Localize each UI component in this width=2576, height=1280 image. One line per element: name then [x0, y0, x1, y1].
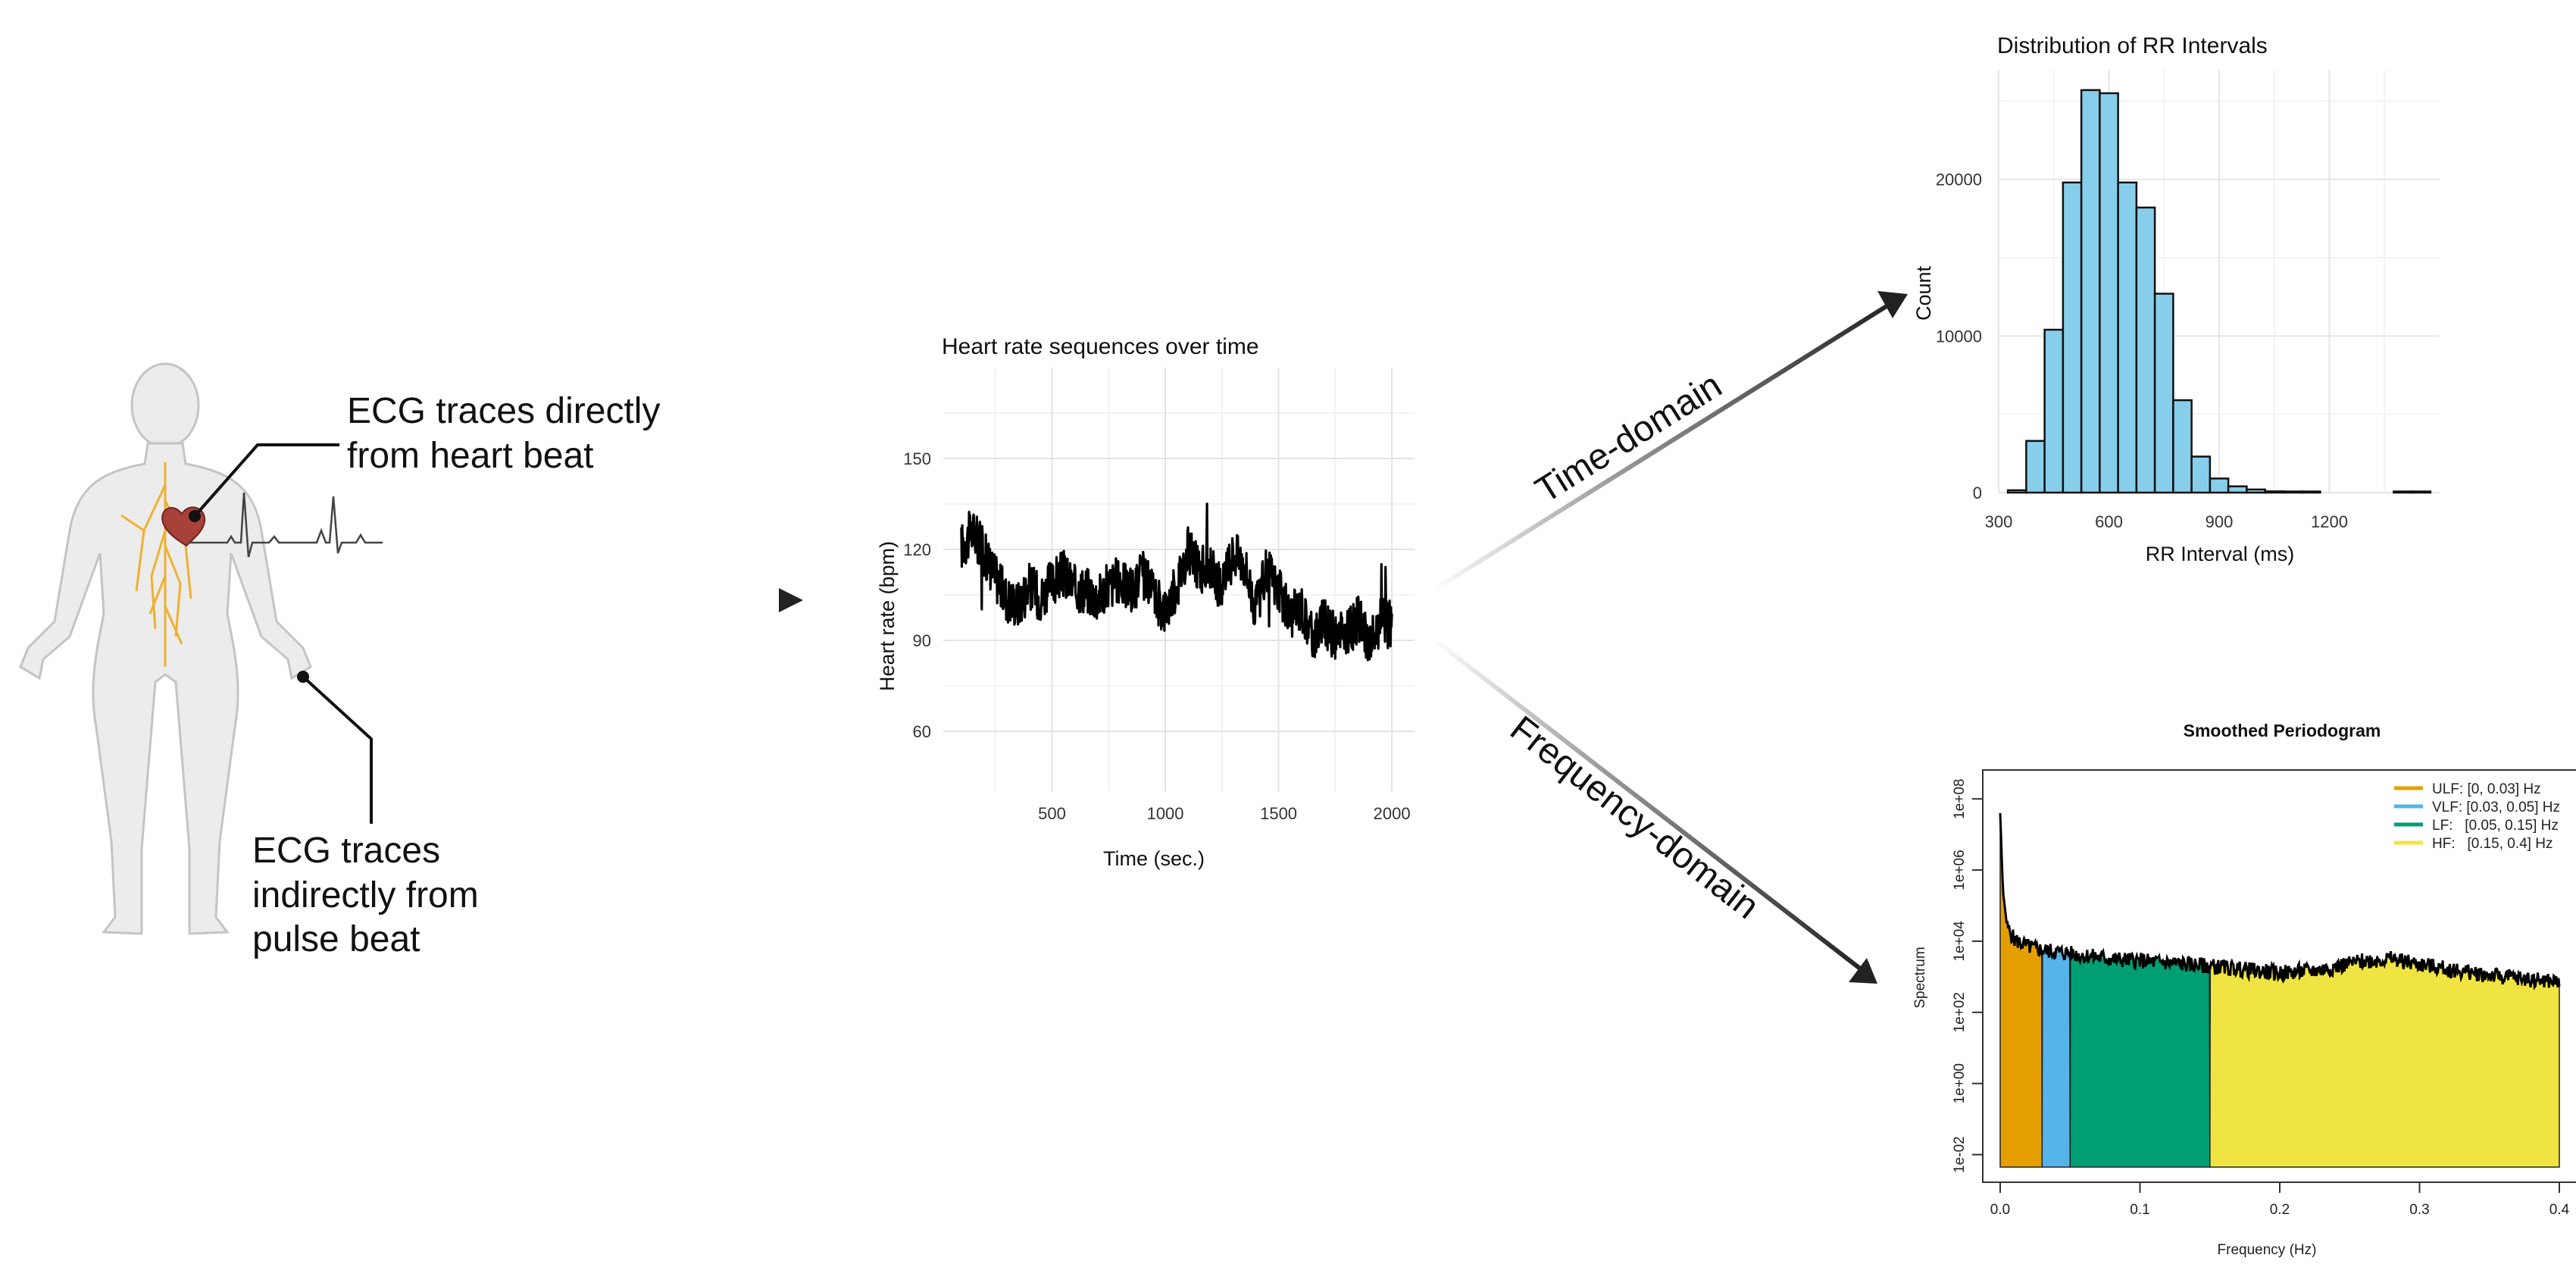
rr-histogram-bar — [2209, 477, 2230, 494]
rr-histogram-bar — [2190, 455, 2212, 494]
rr-x-tick-label: 300 — [1985, 512, 2013, 531]
periodogram-x-tick-label: 0.4 — [2549, 1202, 2570, 1218]
rr-histogram-ticks: 300 600 900 1200 0 10000 20000 — [1936, 171, 2348, 531]
rr-x-tick-label: 900 — [2206, 512, 2234, 531]
heart-rate-x-tick-label: 1000 — [1147, 804, 1184, 823]
heart-rate-chart: 500 1000 1500 2000 60 90 120 150 Heart rate seq… — [876, 334, 1415, 870]
rr-histogram-chart: 300 600 900 1200 0 10000 20000 Distribution of… — [1912, 33, 2440, 565]
rr-y-tick-label: 20000 — [1936, 171, 1982, 189]
rr-histogram-bar — [2393, 490, 2413, 494]
rr-x-tick-label: 1200 — [2311, 512, 2348, 531]
heart-rate-series-line — [960, 502, 1393, 662]
heart-rate-y-tick-label: 90 — [913, 631, 931, 650]
rr-x-tick-label: 600 — [2095, 512, 2123, 531]
periodogram-y-tick-label: 1e+08 — [1952, 779, 1968, 819]
heart-rate-y-tick-label: 120 — [903, 540, 931, 559]
periodogram-band-area — [1999, 812, 2043, 1168]
heart-rate-x-tick-label: 1500 — [1260, 804, 1297, 823]
heart-rate-y-axis-label: Heart rate (bpm) — [876, 541, 899, 691]
periodogram-band-area — [2209, 951, 2560, 1168]
time-domain-label: Time-domain — [1529, 365, 1729, 511]
heart-rate-x-axis-label: Time (sec.) — [1103, 847, 1205, 870]
heart-rate-x-tick-label: 500 — [1038, 804, 1066, 823]
periodogram-y-tick-label: 1e+04 — [1952, 921, 1968, 962]
periodogram-legend-label: ULF: [0, 0.03] Hz — [2432, 781, 2541, 797]
rr-y-tick-label: 10000 — [1936, 327, 1982, 346]
indirect-ecg-label: ECG traces indirectly from pulse beat — [252, 831, 489, 959]
periodogram-x-axis-label: Frequency (Hz) — [2218, 1242, 2317, 1258]
periodogram-chart: 1e-02 1e+00 1e+02 1e+04 1e+06 1e+08 0.0 0.1 0.2 0… — [1912, 721, 2576, 1258]
periodogram-y-tick-label: 1e-02 — [1952, 1136, 1968, 1173]
periodogram-x-tick-label: 0.3 — [2409, 1202, 2429, 1218]
periodogram-bands — [1999, 812, 2560, 1168]
periodogram-y-axis-label: Spectrum — [1912, 947, 1928, 1008]
periodogram-y-tick-label: 1e+02 — [1952, 992, 1968, 1032]
periodogram-title: Smoothed Periodogram — [2184, 721, 2381, 740]
rr-histogram-x-axis-label: RR Interval (ms) — [2146, 543, 2295, 565]
rr-histogram-bar — [2025, 440, 2046, 494]
rr-histogram-bar — [2099, 92, 2119, 494]
rr-histogram-bar — [2411, 490, 2432, 494]
arrow-to-heart-rate — [489, 588, 803, 612]
periodogram-legend-label: VLF: [0.03, 0.05] Hz — [2432, 800, 2560, 815]
rr-histogram-bar — [2135, 206, 2156, 494]
periodogram-y-tick-label: 1e+06 — [1952, 850, 1968, 890]
rr-histogram-bar — [2117, 181, 2138, 494]
periodogram-spectrum-line — [1999, 812, 2561, 991]
heart-leader-line — [193, 443, 339, 518]
periodogram-legend: ULF: [0, 0.03] Hz VLF: [0.03, 0.05] Hz LF:… — [2394, 781, 2560, 852]
periodogram-legend-label: LF: [0.05, 0.15] Hz — [2432, 818, 2559, 834]
periodogram-legend-label: HF: [0.15, 0.4] Hz — [2432, 836, 2553, 852]
heart-rate-y-tick-label: 60 — [913, 722, 931, 741]
heart-rate-x-tick-label: 2000 — [1374, 804, 1411, 823]
rr-histogram-bar — [2062, 181, 2083, 494]
rr-histogram-title: Distribution of RR Intervals — [1997, 33, 2268, 58]
direct-ecg-label: ECG traces directly from heart beat — [347, 391, 671, 476]
rr-histogram-y-axis-label: Count — [1912, 265, 1935, 321]
arrow-frequency-domain — [1430, 636, 1877, 984]
rr-y-tick-label: 0 — [1973, 484, 1982, 502]
periodogram-y-tick-label: 1e+00 — [1952, 1063, 1968, 1103]
body-head — [130, 362, 200, 449]
ecg-trace-icon — [189, 492, 383, 558]
rr-histogram-bar — [2227, 485, 2248, 494]
rr-histogram-bar — [2172, 399, 2193, 494]
body-torso — [19, 442, 312, 935]
rr-histogram-bar — [2282, 490, 2303, 494]
rr-histogram-bar — [2043, 328, 2065, 494]
rr-histogram-bar — [2246, 488, 2266, 494]
arrow-time-domain — [1430, 291, 1908, 593]
body-illustration — [19, 362, 383, 935]
rr-histogram-bar — [2153, 293, 2174, 494]
frequency-domain-label: Frequency-domain — [1502, 709, 1766, 927]
rr-histogram-bar — [2006, 489, 2027, 494]
heart-rate-y-tick-label: 150 — [903, 449, 931, 468]
rr-histogram-bar — [2264, 490, 2285, 494]
periodogram-x-tick-label: 0.0 — [1990, 1202, 2010, 1218]
periodogram-x-tick-label: 0.1 — [2130, 1202, 2149, 1218]
heart-rate-chart-title: Heart rate sequences over time — [942, 334, 1259, 359]
periodogram-ticks: 1e-02 1e+00 1e+02 1e+04 1e+06 1e+08 0.0 0.1 0.2 0… — [1952, 779, 2570, 1218]
rr-histogram-bar — [2300, 490, 2321, 494]
periodogram-band-area — [2069, 946, 2211, 1168]
pulse-leader-line — [302, 675, 373, 824]
periodogram-band-area — [2041, 944, 2071, 1168]
periodogram-x-tick-label: 0.2 — [2270, 1202, 2290, 1218]
heart-rate-ticks: 500 1000 1500 2000 60 90 120 150 — [903, 449, 1410, 823]
rr-histogram-bars — [2006, 89, 2432, 494]
rr-histogram-bar — [2080, 89, 2101, 494]
